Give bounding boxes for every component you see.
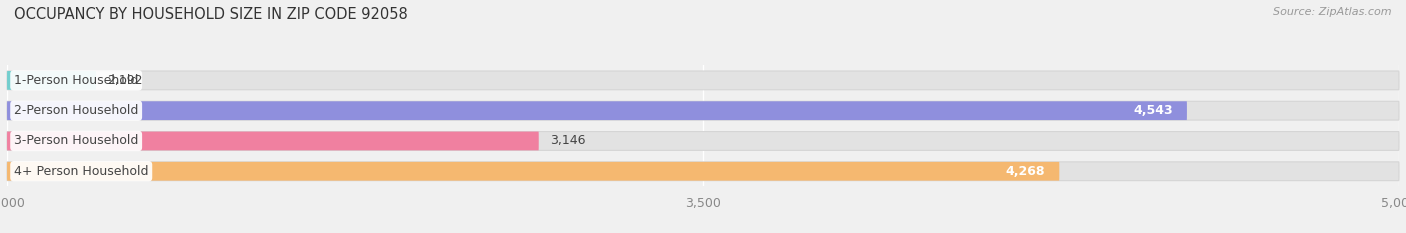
Text: 1-Person Household: 1-Person Household <box>14 74 138 87</box>
Text: 2-Person Household: 2-Person Household <box>14 104 138 117</box>
FancyBboxPatch shape <box>7 132 538 150</box>
FancyBboxPatch shape <box>7 71 96 90</box>
Text: 3,146: 3,146 <box>550 134 585 147</box>
Text: Source: ZipAtlas.com: Source: ZipAtlas.com <box>1274 7 1392 17</box>
Text: OCCUPANCY BY HOUSEHOLD SIZE IN ZIP CODE 92058: OCCUPANCY BY HOUSEHOLD SIZE IN ZIP CODE … <box>14 7 408 22</box>
FancyBboxPatch shape <box>7 101 1399 120</box>
Text: 4,543: 4,543 <box>1133 104 1173 117</box>
FancyBboxPatch shape <box>7 162 1399 181</box>
Text: 2,192: 2,192 <box>107 74 143 87</box>
Text: 4+ Person Household: 4+ Person Household <box>14 165 149 178</box>
Text: 3-Person Household: 3-Person Household <box>14 134 138 147</box>
FancyBboxPatch shape <box>7 71 1399 90</box>
Text: 4,268: 4,268 <box>1005 165 1046 178</box>
FancyBboxPatch shape <box>7 162 1059 181</box>
FancyBboxPatch shape <box>7 132 1399 150</box>
FancyBboxPatch shape <box>7 101 1187 120</box>
